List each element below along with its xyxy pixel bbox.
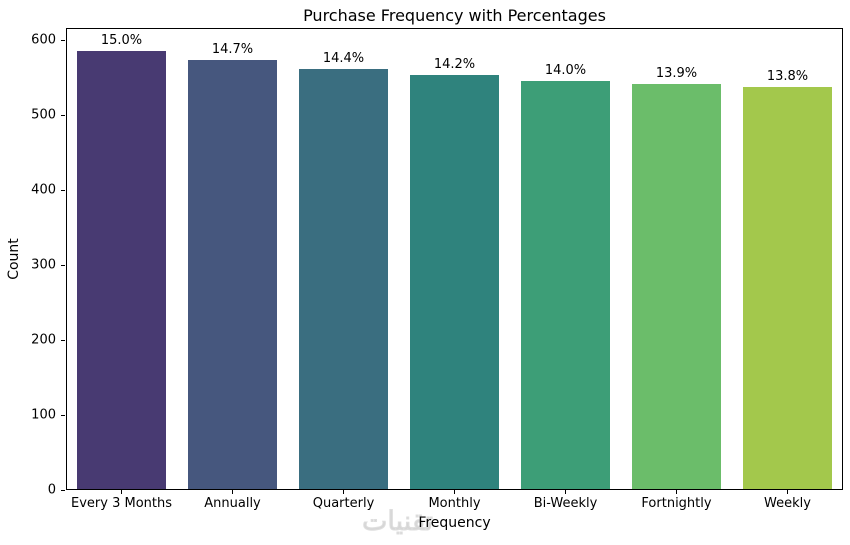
y-tick-mark	[61, 264, 65, 266]
y-tick-label: 300	[31, 257, 56, 273]
y-tick-label: 600	[31, 32, 56, 48]
bar-weekly	[743, 86, 832, 489]
bar-percentage-label: 14.2%	[433, 56, 476, 72]
bar-percentage-label: 15.0%	[100, 33, 143, 49]
bar-percentage-label: 14.4%	[322, 50, 365, 66]
bar-percentage-label: 14.0%	[544, 62, 587, 78]
x-tick-label: Quarterly	[312, 496, 375, 511]
bar-quarterly	[299, 68, 388, 489]
y-tick-mark	[61, 189, 65, 191]
x-tick-mark	[565, 490, 566, 494]
x-tick-label: Annually	[204, 496, 261, 511]
y-tick-mark	[61, 39, 65, 41]
x-tick-label: Bi-Weekly	[533, 496, 598, 511]
bar-fortnightly	[632, 83, 721, 489]
y-tick-label: 500	[31, 107, 56, 123]
bar-every-3-months	[77, 51, 166, 489]
y-tick-label: 200	[31, 332, 56, 348]
bar-percentage-label: 14.7%	[211, 42, 254, 58]
bar-monthly	[410, 74, 499, 489]
x-tick-label: Every 3 Months	[71, 496, 172, 511]
bar-bi-weekly	[521, 80, 610, 489]
y-tick-mark	[61, 339, 65, 341]
x-tick-mark	[121, 490, 122, 494]
x-tick-mark	[787, 490, 788, 494]
bar-annually	[188, 60, 277, 489]
y-tick-label: 400	[31, 182, 56, 198]
y-tick-mark	[61, 489, 65, 491]
bar-percentage-label: 13.9%	[655, 65, 698, 81]
x-tick-label: Fortnightly	[641, 496, 712, 511]
y-tick-label: 100	[31, 407, 56, 423]
chart-title: Purchase Frequency with Percentages	[303, 6, 606, 25]
watermark: تقنيات	[361, 506, 434, 538]
x-tick-mark	[676, 490, 677, 494]
x-axis-label: Frequency	[418, 515, 491, 531]
y-tick-mark	[61, 414, 65, 416]
x-tick-label: Weekly	[764, 496, 811, 511]
y-tick-mark	[61, 114, 65, 116]
bar-percentage-label: 13.8%	[766, 68, 809, 84]
x-tick-mark	[343, 490, 344, 494]
x-tick-mark	[232, 490, 233, 494]
y-tick-label: 0	[47, 482, 56, 498]
x-tick-mark	[454, 490, 455, 494]
x-tick-label: Monthly	[428, 496, 481, 511]
